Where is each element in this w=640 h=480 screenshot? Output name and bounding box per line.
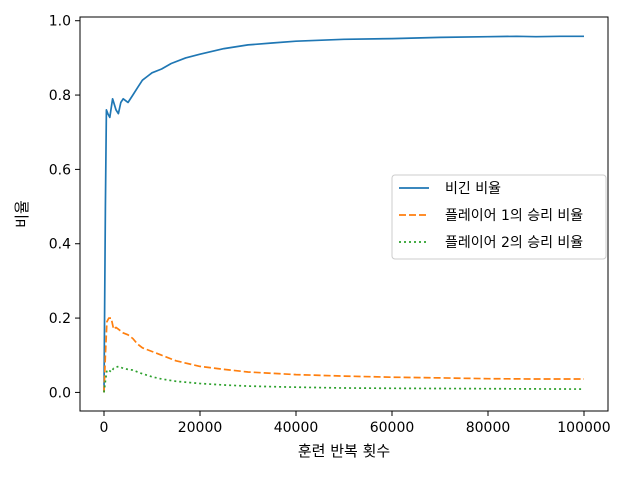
x-axis-ticks: 0 20000 40000 60000 80000 100000 [100, 411, 611, 436]
legend-label-2: 플레이어 1의 승리 비율 [445, 208, 583, 224]
x-tick-label: 40000 [274, 420, 319, 436]
series-line-2 [103, 317, 584, 393]
y-tick-label: 0.2 [49, 311, 71, 327]
x-tick-label: 80000 [466, 420, 511, 436]
series-line-3 [103, 365, 585, 393]
x-tick-label: 60000 [370, 420, 415, 436]
y-tick-label: 0.4 [49, 237, 71, 253]
y-tick-label: 0.6 [49, 162, 71, 178]
x-tick-label: 100000 [557, 420, 610, 436]
legend-label-1: 비긴 비율 [445, 181, 501, 197]
y-tick-label: 0.8 [49, 88, 71, 104]
plot-frame [79, 16, 609, 412]
plot-lines [103, 35, 585, 393]
y-axis-label: 비율 [13, 200, 31, 228]
legend-box [391, 174, 607, 260]
legend-label-3: 플레이어 2의 승리 비율 [445, 235, 583, 251]
x-tick-label: 20000 [178, 420, 223, 436]
y-tick-label: 0.0 [49, 385, 71, 401]
x-tick-label: 0 [100, 420, 109, 436]
x-axis-label: 훈련 반복 횟수 [298, 442, 390, 460]
y-tick-label: 1.0 [49, 14, 71, 30]
series-line-1 [103, 35, 584, 393]
y-axis-ticks: 0.0 0.2 0.4 0.6 0.8 1.0 [49, 14, 80, 401]
